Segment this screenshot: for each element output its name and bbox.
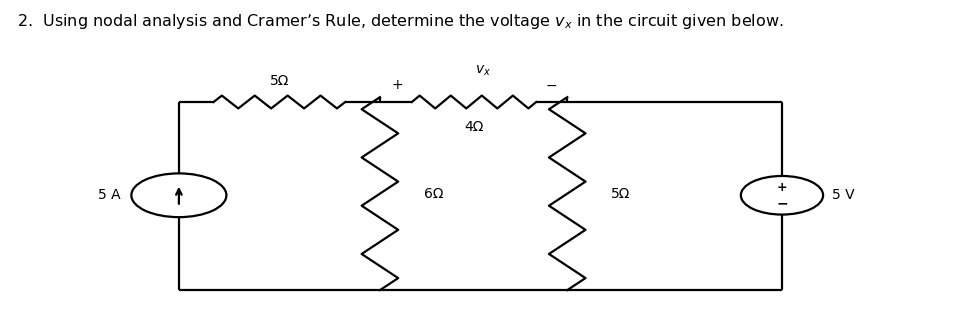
Text: 4Ω: 4Ω [464,120,484,134]
Text: −: − [776,196,788,210]
Text: $v_x$: $v_x$ [476,64,491,78]
Text: 5 V: 5 V [832,188,855,202]
Text: 5Ω: 5Ω [611,187,630,201]
Text: +: + [392,78,403,92]
Text: 5 A: 5 A [97,188,120,202]
Text: 5Ω: 5Ω [269,75,289,89]
Text: −: − [545,78,557,92]
Text: 6Ω: 6Ω [424,187,443,201]
Text: +: + [776,181,787,194]
Text: 2.  Using nodal analysis and Cramer’s Rule, determine the voltage $v_x$ in the c: 2. Using nodal analysis and Cramer’s Rul… [17,12,784,31]
